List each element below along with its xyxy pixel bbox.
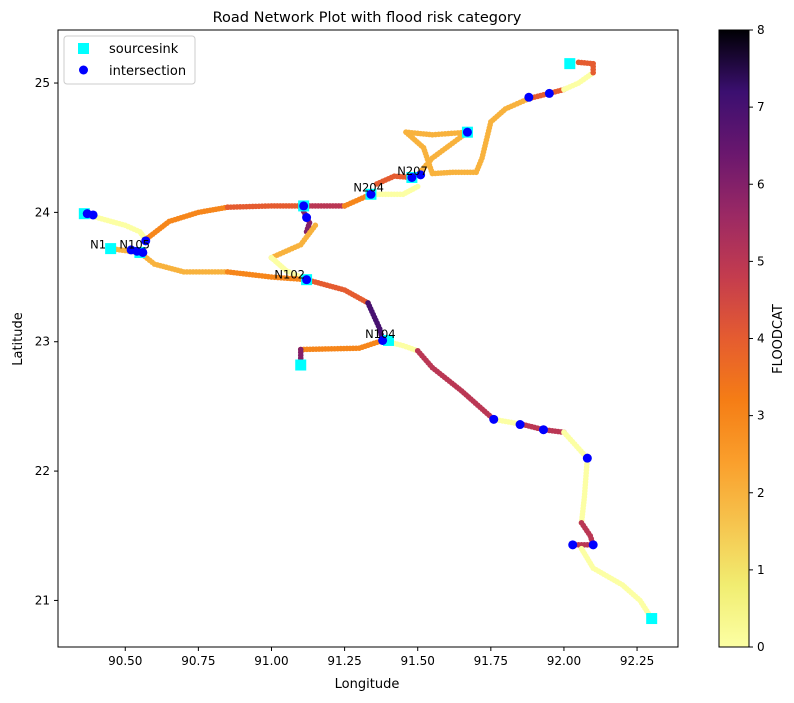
intersection-point <box>538 425 548 435</box>
colorbar-tick-label: 4 <box>757 332 765 346</box>
road-segment <box>224 203 304 211</box>
sourcesink-point <box>564 58 576 70</box>
legend-sourcesink-marker <box>78 43 89 54</box>
legend-sourcesink-label: sourcesink <box>109 42 179 57</box>
road-label: N204 <box>353 181 384 195</box>
road-label: N105 <box>119 238 150 252</box>
intersection-point <box>489 414 499 424</box>
y-tick-label: 24 <box>35 205 50 219</box>
colorbar-gradient <box>718 29 750 648</box>
road-segment <box>297 337 386 353</box>
road-label: N207 <box>397 164 428 178</box>
x-tick-label: 91.50 <box>401 654 435 668</box>
intersection-point <box>582 453 592 463</box>
colorbar-tick-label: 1 <box>757 563 765 577</box>
y-axis-ticks: 21 22 23 24 25 <box>35 76 58 607</box>
intersection-point <box>378 335 388 345</box>
road-point <box>414 183 421 190</box>
road-segment <box>561 69 596 93</box>
colorbar-tick-label: 7 <box>757 100 765 114</box>
intersection-point <box>568 540 578 550</box>
sourcesink-point <box>382 334 394 346</box>
road-label: N102 <box>274 267 305 281</box>
road-label: N104 <box>365 327 396 341</box>
x-tick-label: 91.75 <box>474 654 508 668</box>
sourcesink-point <box>646 613 658 625</box>
sourcesink-series <box>78 58 658 625</box>
y-axis-label: Latitude <box>11 312 26 366</box>
road-segment <box>142 204 231 243</box>
intersection-point <box>416 170 426 180</box>
road-segment <box>578 545 655 622</box>
colorbar-tick-label: 2 <box>757 486 765 500</box>
x-tick-label: 92.00 <box>547 654 581 668</box>
colorbar-tick-label: 3 <box>757 409 765 423</box>
intersection-point <box>588 540 598 550</box>
road-labels: N1 N105 N102 N104 N204 N207 <box>90 164 428 341</box>
y-tick-label: 22 <box>35 464 50 478</box>
x-tick-label: 91.00 <box>254 654 288 668</box>
sourcesink-point <box>105 243 117 255</box>
plot-frame <box>57 29 679 648</box>
x-tick-label: 92.25 <box>620 654 654 668</box>
colorbar-tick-label: 0 <box>757 640 765 654</box>
road-segment <box>268 222 319 261</box>
y-tick-label: 25 <box>35 76 50 90</box>
sourcesink-point <box>295 359 307 371</box>
legend-box <box>63 35 196 85</box>
road-segment <box>414 347 497 423</box>
intersection-point <box>524 92 534 102</box>
x-tick-label: 91.25 <box>327 654 361 668</box>
road-segment <box>303 276 371 306</box>
colorbar-tick-label: 5 <box>757 254 765 268</box>
intersection-series <box>82 88 598 550</box>
intersection-point <box>141 236 151 246</box>
intersection-point <box>544 88 554 98</box>
plot-area: N1 N105 N102 N104 N204 N207 <box>78 58 658 625</box>
road-point <box>575 59 582 66</box>
colorbar: 0 1 2 3 4 5 6 7 8 FLOODCAT <box>718 23 786 654</box>
intersection-point <box>88 210 98 220</box>
chart-title: Road Network Plot with flood risk catego… <box>213 10 522 26</box>
intersection-point <box>462 127 472 137</box>
legend: sourcesink intersection <box>63 35 196 85</box>
intersection-point <box>366 189 376 199</box>
y-tick-label: 23 <box>35 335 50 349</box>
intersection-point <box>407 172 417 182</box>
road-segment <box>403 95 532 177</box>
intersection-point <box>515 420 525 430</box>
intersection-point <box>302 213 312 223</box>
road-segment <box>575 59 596 76</box>
intersection-point <box>138 247 148 257</box>
road-segment <box>414 129 471 178</box>
road-segment <box>561 429 591 526</box>
y-tick-label: 21 <box>35 593 50 607</box>
legend-intersection-marker <box>79 65 88 75</box>
legend-intersection-label: intersection <box>109 64 186 79</box>
colorbar-tick-label: 6 <box>757 177 765 191</box>
x-tick-label: 90.75 <box>181 654 215 668</box>
intersection-point <box>302 275 312 285</box>
x-tick-label: 90.50 <box>108 654 142 668</box>
colorbar-ticks: 0 1 2 3 4 5 6 7 8 <box>749 23 765 654</box>
colorbar-tick-label: 8 <box>757 23 765 37</box>
x-axis-ticks: 90.50 90.75 91.00 91.25 91.50 91.75 92.00 92.25 <box>108 647 654 668</box>
road-label: N1 <box>90 238 106 252</box>
intersection-point <box>299 201 309 211</box>
colorbar-label: FLOODCAT <box>771 304 786 374</box>
x-axis-label: Longitude <box>335 677 400 692</box>
